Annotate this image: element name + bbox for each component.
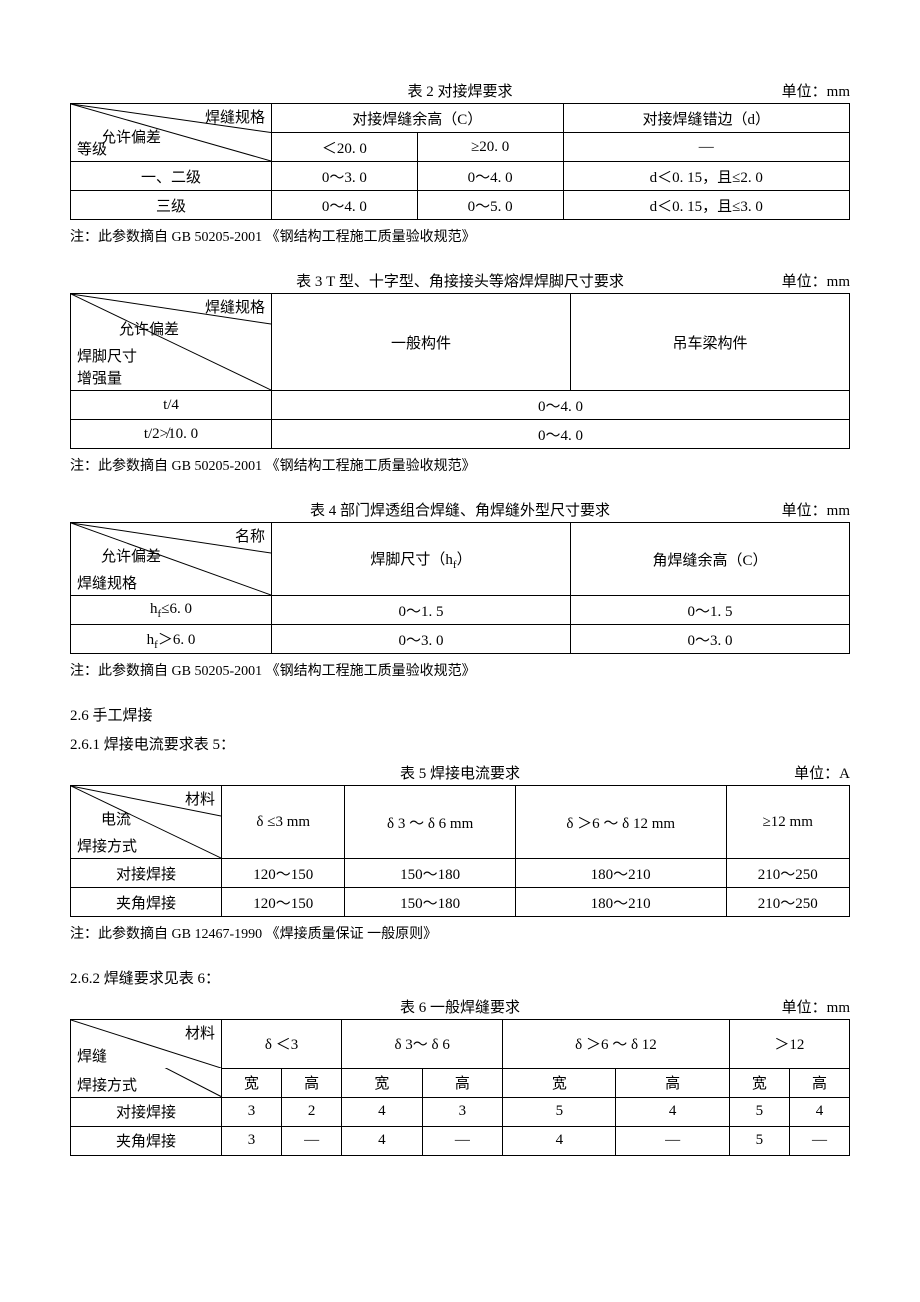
table6-diag-header-b: 焊接方式	[71, 1068, 222, 1097]
table6-c2: δ 3～ δ 6	[342, 1020, 503, 1069]
table5: 材料 电流 焊接方式 δ ≤3 mm δ 3 ～ δ 6 mm δ ＞6 ～ δ…	[70, 785, 850, 917]
table2: 焊缝规格 允许偏差 等级 对接焊缝余高（C） 对接焊缝错边（d） ＜20. 0 …	[70, 103, 850, 220]
table5-diag-header: 材料 电流 焊接方式	[71, 786, 222, 859]
table4-h2: 角焊缝余高（C）	[571, 523, 850, 596]
table6: 材料 焊缝 δ ＜3 δ 3～ δ 6 δ ＞6 ～ δ 12 ＞12 焊接方式…	[70, 1019, 850, 1156]
table2-h1: 对接焊缝余高（C）	[272, 104, 564, 133]
table2-sub1: ＜20. 0	[272, 133, 418, 162]
table5-c2: δ 3 ～ δ 6 mm	[345, 786, 515, 859]
section-2-6-1: 2.6.1 焊接电流要求表 5：	[70, 733, 850, 754]
table2-dash: —	[563, 133, 849, 162]
table2-sub2: ≥20. 0	[417, 133, 563, 162]
table2-title: 表 2 对接焊要求 单位：mm	[70, 80, 850, 101]
table5-title: 表 5 焊接电流要求 单位：A	[70, 762, 850, 783]
table6-c4: ＞12	[729, 1020, 849, 1069]
table6-title: 表 6 一般焊缝要求 单位：mm	[70, 996, 850, 1017]
table4-title: 表 4 部门焊透组合焊缝、角焊缝外型尺寸要求 单位：mm	[70, 499, 850, 520]
table2-caption: 表 2 对接焊要求	[407, 80, 512, 101]
table-row: t/2≯10. 0 0～4. 0	[71, 420, 850, 449]
table3-unit: 单位：mm	[782, 270, 850, 291]
table4-diag-header: 名称 允许偏差 焊缝规格	[71, 523, 272, 596]
table2-unit: 单位：mm	[782, 80, 850, 101]
table3-note: 注：此参数摘自 GB 50205-2001 《钢结构工程施工质量验收规范》	[70, 455, 850, 475]
table6-diag-header-a: 材料 焊缝	[71, 1020, 222, 1069]
table-row: 一、二级 0～3. 0 0～4. 0 d＜0. 15，且≤2. 0	[71, 162, 850, 191]
table3-h2: 吊车梁构件	[571, 294, 850, 391]
table3: 焊缝规格 允许偏差 焊脚尺寸 增强量 一般构件 吊车梁构件 t/4 0～4. 0…	[70, 293, 850, 449]
table5-caption: 表 5 焊接电流要求	[400, 762, 520, 783]
table5-note: 注：此参数摘自 GB 12467-1990 《焊接质量保证 一般原则》	[70, 923, 850, 943]
table5-c4: ≥12 mm	[726, 786, 850, 859]
table-row: 夹角焊接 120～150 150～180 180～210 210～250	[71, 888, 850, 917]
table-row: hf≤6. 0 0～1. 5 0～1. 5	[71, 596, 850, 625]
table6-unit: 单位：mm	[782, 996, 850, 1017]
table4: 名称 允许偏差 焊缝规格 焊脚尺寸（hf） 角焊缝余高（C） hf≤6. 0 0…	[70, 522, 850, 654]
table-row: 夹角焊接 3— 4— 4— 5—	[71, 1126, 850, 1155]
table5-unit: 单位：A	[794, 762, 850, 783]
section-2-6-2: 2.6.2 焊缝要求见表 6：	[70, 967, 850, 988]
section-2-6: 2.6 手工焊接	[70, 704, 850, 725]
table4-caption: 表 4 部门焊透组合焊缝、角焊缝外型尺寸要求	[310, 499, 610, 520]
table2-diag-header: 焊缝规格 允许偏差 等级	[71, 104, 272, 162]
table2-h2: 对接焊缝错边（d）	[563, 104, 849, 133]
table3-caption: 表 3 T 型、十字型、角接接头等熔焊焊脚尺寸要求	[296, 270, 624, 291]
table4-unit: 单位：mm	[782, 499, 850, 520]
table2-note: 注：此参数摘自 GB 50205-2001 《钢结构工程施工质量验收规范》	[70, 226, 850, 246]
table6-c1: δ ＜3	[222, 1020, 342, 1069]
table-row: t/4 0～4. 0	[71, 391, 850, 420]
table6-c3: δ ＞6 ～ δ 12	[503, 1020, 730, 1069]
table-row: 对接焊接 120～150 150～180 180～210 210～250	[71, 859, 850, 888]
table-row: 对接焊接 32 43 54 54	[71, 1097, 850, 1126]
table3-h1: 一般构件	[272, 294, 571, 391]
table6-caption: 表 6 一般焊缝要求	[400, 996, 520, 1017]
table3-diag-header: 焊缝规格 允许偏差 焊脚尺寸 增强量	[71, 294, 272, 391]
table5-c3: δ ＞6 ～ δ 12 mm	[515, 786, 726, 859]
table-row: 三级 0～4. 0 0～5. 0 d＜0. 15，且≤3. 0	[71, 191, 850, 220]
table-row: hf＞6. 0 0～3. 0 0～3. 0	[71, 625, 850, 654]
table5-c1: δ ≤3 mm	[222, 786, 345, 859]
table3-title: 表 3 T 型、十字型、角接接头等熔焊焊脚尺寸要求 单位：mm	[70, 270, 850, 291]
table4-h1: 焊脚尺寸（hf）	[272, 523, 571, 596]
table4-note: 注：此参数摘自 GB 50205-2001 《钢结构工程施工质量验收规范》	[70, 660, 850, 680]
